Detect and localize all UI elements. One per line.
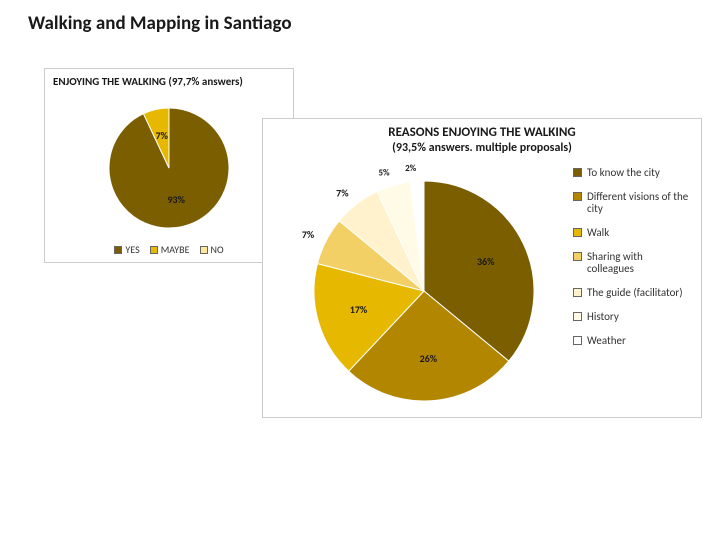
pie-slice-label: 36% [477, 255, 495, 268]
chart1-pie-svg: 93% 7% [94, 98, 244, 233]
legend-label: The guide (facilitator) [587, 287, 683, 299]
legend-swatch [573, 336, 582, 345]
pie-slice-label: 7% [302, 228, 315, 241]
legend-swatch [200, 246, 208, 254]
legend-item: NO [200, 243, 224, 256]
pie-slice-label: 26% [420, 352, 438, 365]
chart1-pie-container: 93% 7% [49, 94, 289, 237]
legend-item: To know the city [573, 167, 691, 179]
legend-item: Walk [573, 227, 691, 239]
chart2-title: REASONS ENJOYING THE WALKING [269, 125, 695, 141]
legend-label: Different visions of the city [587, 191, 691, 215]
legend-label: Sharing with colleagues [587, 251, 691, 275]
legend-item: MAYBE [150, 243, 190, 256]
legend-item: YES [114, 243, 139, 256]
legend-swatch [573, 312, 582, 321]
legend-swatch [573, 252, 582, 261]
legend-item: Sharing with colleagues [573, 251, 691, 275]
chart2-subtitle: (93,5% answers. multiple proposals) [269, 141, 695, 161]
legend-item: Different visions of the city [573, 191, 691, 215]
legend-item: Weather [573, 335, 691, 347]
enjoying-walking-chart: ENJOYING THE WALKING (97,7% answers) 93%… [44, 68, 294, 263]
pie-slice-label: 5% [379, 167, 391, 178]
legend-item: History [573, 311, 691, 323]
legend-label: History [587, 311, 619, 323]
pie-slice-label: 93% [167, 193, 185, 206]
page-title: Walking and Mapping in Santiago [28, 12, 292, 35]
legend-swatch [573, 228, 582, 237]
legend-swatch [573, 288, 582, 297]
legend-swatch [114, 246, 122, 254]
legend-label: NO [211, 243, 224, 256]
legend-item: The guide (facilitator) [573, 287, 691, 299]
pie-slice-label: 7% [156, 129, 169, 142]
reasons-enjoying-chart: REASONS ENJOYING THE WALKING (93,5% answ… [262, 118, 702, 418]
legend-swatch [573, 192, 582, 201]
legend-label: To know the city [587, 167, 660, 179]
legend-label: MAYBE [161, 243, 190, 256]
legend-label: Weather [587, 335, 626, 347]
legend-label: Walk [587, 227, 609, 239]
chart1-legend: YES MAYBE NO [49, 237, 289, 258]
chart2-pie-container: 36% 26% 17% 7% 7% 5% 2% [269, 161, 569, 411]
chart2-pie-svg: 36% 26% 17% 7% 7% 5% 2% [269, 161, 569, 411]
pie-slice-label: 17% [350, 303, 368, 316]
chart1-title: ENJOYING THE WALKING (97,7% answers) [49, 73, 289, 94]
legend-swatch [150, 246, 158, 254]
chart2-legend: To know the city Different visions of the… [569, 161, 695, 348]
legend-label: YES [125, 243, 139, 256]
legend-swatch [573, 168, 582, 177]
pie-slice-label: 7% [336, 186, 349, 199]
pie-slice-label: 2% [405, 163, 417, 174]
